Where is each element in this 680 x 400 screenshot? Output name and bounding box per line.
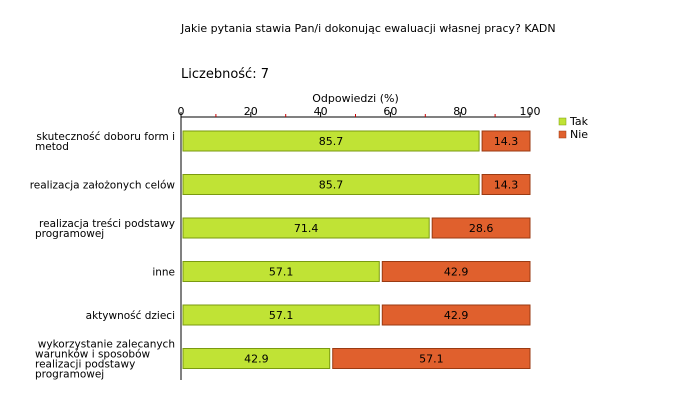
bar-value-label: 85.7: [319, 179, 344, 192]
category-label: inne: [152, 267, 175, 279]
bar-value-label: 57.1: [419, 353, 444, 366]
x-tick-label: 20: [244, 105, 258, 118]
bar-value-label: 42.9: [444, 266, 469, 279]
bar-value-label: 42.9: [244, 353, 269, 366]
bar-nie: [381, 261, 531, 282]
sample-size-value: 7: [260, 67, 269, 82]
bar-value-label: 14.3: [494, 135, 519, 148]
x-axis-title: Odpowiedzi (%): [312, 92, 399, 105]
legend-label-tak: Tak: [569, 115, 589, 128]
bar-nie: [481, 174, 531, 195]
legend-swatch-nie: [558, 130, 567, 139]
bar-tak: [182, 261, 380, 282]
bar-nie: [481, 130, 531, 152]
bar-nie: [431, 217, 531, 239]
bar-value-label: 14.3: [494, 179, 519, 192]
bar-value-label: 42.9: [444, 309, 469, 322]
x-tick-label: 0: [178, 105, 185, 118]
bar-nie: [381, 304, 531, 326]
bar-value-label: 85.7: [319, 135, 344, 148]
bar-nie: [332, 348, 531, 369]
x-tick-label: 40: [314, 105, 328, 118]
x-tick-label: 60: [383, 105, 397, 118]
category-label: programowej: [35, 369, 104, 381]
bar-value-label: 28.6: [469, 222, 494, 235]
sample-size: Liczebność: 7: [181, 67, 269, 82]
bar-tak: [182, 304, 380, 326]
category-label: warunków i sposobów: [35, 349, 151, 361]
x-tick-label: 100: [520, 105, 541, 118]
bar-value-label: 57.1: [269, 309, 294, 322]
category-label: realizacja założonych celów: [30, 180, 176, 192]
bar-tak: [182, 217, 430, 239]
bar-value-label: 71.4: [294, 222, 319, 235]
category-label: wykorzystanie zalecanych: [38, 339, 175, 351]
category-label: metod: [35, 141, 69, 153]
category-label: programowej: [35, 228, 104, 240]
legend-label-nie: Nie: [570, 128, 588, 141]
chart-title: Jakie pytania stawia Pan/i dokonując ewa…: [181, 22, 556, 35]
sample-size-label: Liczebność:: [181, 67, 257, 82]
bar-tak: [182, 174, 480, 195]
category-label: realizacja treści podstawy: [39, 218, 175, 230]
legend-swatch-tak: [558, 117, 567, 126]
bar-tak: [182, 130, 480, 152]
category-label: aktywność dzieci: [86, 310, 175, 322]
category-label: skuteczność doboru form i: [36, 131, 175, 143]
bar-value-label: 57.1: [269, 266, 294, 279]
x-tick-label: 80: [453, 105, 467, 118]
category-label: realizacji podstawy: [35, 359, 135, 371]
bar-tak: [182, 348, 331, 369]
